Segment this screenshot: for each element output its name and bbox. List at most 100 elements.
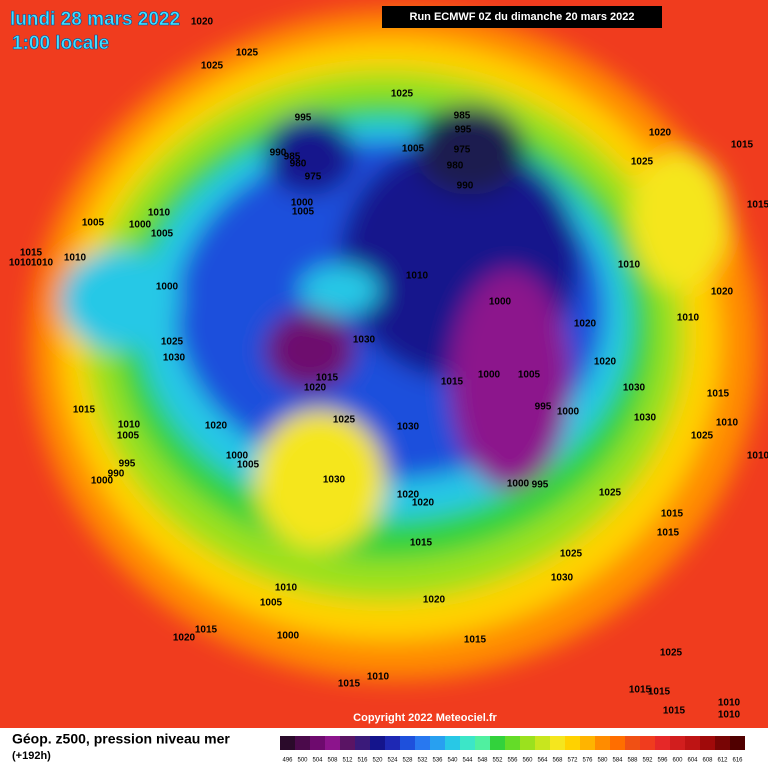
colorbar-cell (715, 736, 730, 750)
isobar-label: 1030 (634, 413, 657, 424)
isobar-label: 1000 (507, 479, 530, 490)
colorbar-cell (640, 736, 655, 750)
colorbar-cell (685, 736, 700, 750)
isobar-label: 1025 (691, 431, 714, 442)
colorbar-cell (535, 736, 550, 750)
isobar-label: 1015 (747, 200, 768, 211)
isobar-label: 1010 (716, 418, 739, 429)
colorbar-cell (670, 736, 685, 750)
isobar-label: 1000 (478, 370, 501, 381)
colorbar-cell (355, 736, 370, 750)
isobar-label: 1020 (205, 421, 228, 432)
isobar-label: 1000 (277, 631, 300, 642)
colorbar-cell (475, 736, 490, 750)
colorbar-cell (610, 736, 625, 750)
isobar-label: 1010 (677, 313, 700, 324)
colorbar-label: 576 (582, 758, 593, 764)
isobar-label: 1025 (333, 415, 356, 426)
isobar-label: 1010 (747, 451, 768, 462)
isobar-label: 980 (447, 161, 464, 172)
colorbar-cell (295, 736, 310, 750)
isobar-label: 1000 (129, 220, 152, 231)
isobar-label: 1020 (397, 490, 420, 501)
colorbar-label: 520 (372, 758, 383, 764)
colorbar-cell (550, 736, 565, 750)
colorbar-cell (460, 736, 475, 750)
colorbar: 496 500 504 508 512 516 520 524 528 532 536 540 544 5… (280, 736, 745, 764)
isobar-label: 1005 (237, 460, 260, 471)
isobar-label: 1015 (663, 706, 686, 717)
isobar-label: 1025 (631, 157, 654, 168)
colorbar-cell (730, 736, 745, 750)
isobar-label: 975 (305, 172, 322, 183)
colorbar-label: 540 (447, 758, 458, 764)
isobar-label: 1015 (707, 389, 730, 400)
colorbar-label: 604 (687, 758, 698, 764)
colorbar-cell (445, 736, 460, 750)
isobar-label: 1025 (599, 488, 622, 499)
isobar-label: 1000 (91, 476, 114, 487)
colorbar-label: 564 (537, 758, 548, 764)
colorbar-label: 608 (702, 758, 713, 764)
isobar-labels: 1020103010251025102599598599599098598097… (9, 12, 768, 721)
colorbar-cell (595, 736, 610, 750)
colorbar-cell (655, 736, 670, 750)
isobar-label: 1000 (291, 198, 314, 209)
isobar-label: 1010 (718, 710, 741, 721)
isobar-label: 1015 (338, 679, 361, 690)
isobar-label: 1030 (163, 353, 186, 364)
isobar-label: 1025 (560, 549, 583, 560)
isobar-label: 990 (108, 469, 125, 480)
run-label: Run ECMWF 0Z du dimanche 20 mars 2022 (410, 11, 635, 23)
isobar-label: 995 (535, 402, 552, 413)
colorbar-cell (490, 736, 505, 750)
isobar-label: 1010 (718, 698, 741, 709)
isobar-label: 1010 (406, 271, 429, 282)
isobar-label: 1010 (31, 258, 54, 269)
isobar-label: 1010 (367, 672, 390, 683)
isobar-label: 1020 (594, 357, 617, 368)
colorbar-cell (625, 736, 640, 750)
isobar-label: 1015 (464, 635, 487, 646)
colorbar-label: 496 (282, 758, 293, 764)
isobar-label: 1010 (618, 260, 641, 271)
isobar-label: 1030 (397, 422, 420, 433)
colorbar-cell (385, 736, 400, 750)
colorbar-label: 592 (642, 758, 653, 764)
colorbar-label: 572 (567, 758, 578, 764)
isobar-label: 1020 (191, 17, 214, 28)
colorbar-label: 536 (432, 758, 443, 764)
isobar-label: 1015 (657, 528, 680, 539)
isobar-label: 1015 (648, 687, 671, 698)
isobar-label: 1005 (260, 598, 283, 609)
colorbar-label: 500 (297, 758, 308, 764)
colorbar-label: 528 (402, 758, 413, 764)
time-label: 1:00 locale (12, 33, 109, 54)
colorbar-cell (340, 736, 355, 750)
colorbar-label: 612 (717, 758, 728, 764)
geopotential-field (30, 10, 760, 680)
isobar-label: 995 (532, 480, 549, 491)
isobar-label: 1000 (226, 451, 249, 462)
isobar-label: 1030 (353, 335, 376, 346)
colorbar-cell (280, 736, 295, 750)
colorbar-cell (430, 736, 445, 750)
isobar-label: 1000 (557, 407, 580, 418)
colorbar-cell (310, 736, 325, 750)
colorbar-label: 588 (627, 758, 638, 764)
isobar-label: 1020 (574, 319, 597, 330)
isobar-label: 1015 (661, 509, 684, 520)
date-label: lundi 28 mars 2022 (10, 9, 180, 30)
isobar-label: 1015 (73, 405, 96, 416)
footer-title: Géop. z500, pression niveau mer (12, 731, 230, 747)
isobar-label: 1025 (201, 61, 224, 72)
colorbar-label: 552 (492, 758, 503, 764)
colorbar-cell (565, 736, 580, 750)
isobar-label: 1020 (423, 595, 446, 606)
isobar-label: 1015 (195, 625, 218, 636)
isobar-label: 1020 (711, 287, 734, 298)
copyright: Copyright 2022 Meteociel.fr (353, 712, 497, 724)
colorbar-label: 532 (417, 758, 428, 764)
isobar-label: 990 (457, 181, 474, 192)
